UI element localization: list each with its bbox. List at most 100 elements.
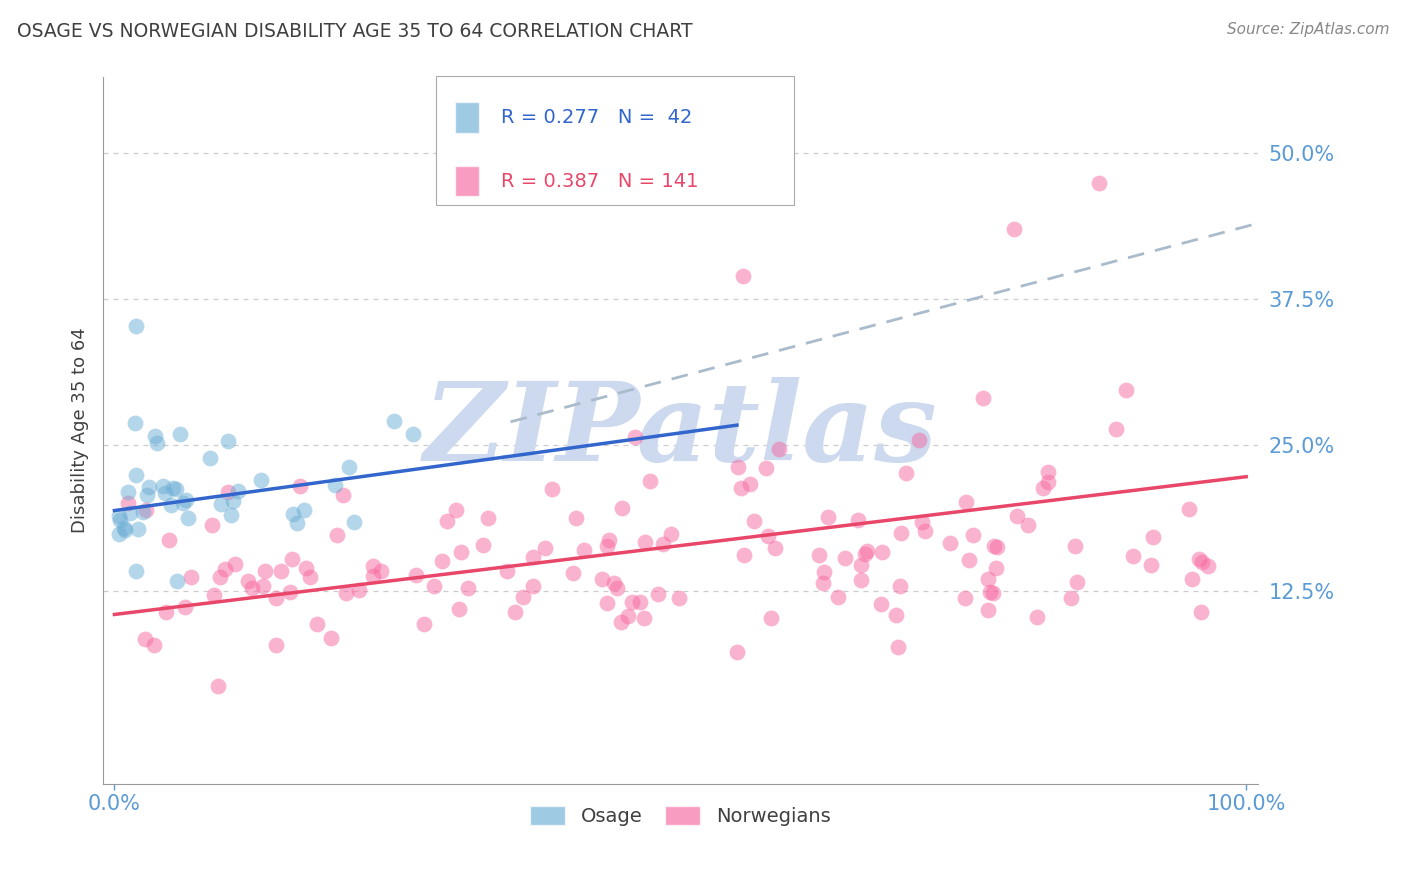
Point <box>281 552 304 566</box>
Point <box>1115 384 1137 398</box>
Point <box>628 595 651 609</box>
Point <box>668 591 690 605</box>
Point <box>495 564 517 578</box>
Point <box>512 590 534 604</box>
Point <box>1026 610 1049 624</box>
Point <box>979 585 1001 599</box>
Point <box>1007 509 1029 524</box>
Point <box>851 558 873 572</box>
Point <box>981 585 1004 599</box>
Point <box>174 600 197 615</box>
Point <box>335 585 357 599</box>
Point <box>217 485 239 500</box>
Point <box>382 414 405 428</box>
Point <box>849 573 872 587</box>
Point <box>886 640 908 655</box>
Point <box>955 495 977 509</box>
Point <box>624 430 647 444</box>
Point <box>939 536 962 550</box>
Point <box>402 427 425 442</box>
Point <box>343 515 366 529</box>
Point <box>361 558 384 573</box>
Point <box>198 450 221 465</box>
Point <box>596 596 619 610</box>
Point <box>1142 530 1164 544</box>
Point <box>112 521 135 535</box>
Point <box>813 566 835 580</box>
Point <box>332 488 354 502</box>
Point <box>172 496 194 510</box>
Point <box>1038 465 1060 479</box>
Point <box>430 553 453 567</box>
Point <box>134 632 156 646</box>
Point <box>127 522 149 536</box>
Point <box>176 510 198 524</box>
Point <box>617 608 640 623</box>
Point <box>207 679 229 693</box>
Point <box>108 526 131 541</box>
Point <box>252 579 274 593</box>
Point <box>856 544 879 558</box>
Point <box>596 539 619 553</box>
Point <box>117 496 139 510</box>
Point <box>224 557 246 571</box>
Point <box>1017 517 1039 532</box>
Point <box>740 477 762 491</box>
Point <box>811 576 834 591</box>
Point <box>972 391 994 405</box>
Point <box>1191 555 1213 569</box>
Point <box>249 473 271 487</box>
Point <box>169 426 191 441</box>
Point <box>120 506 142 520</box>
Point <box>363 569 385 583</box>
Point <box>155 605 177 619</box>
Point <box>756 529 779 543</box>
Y-axis label: Disability Age 35 to 64: Disability Age 35 to 64 <box>72 327 89 533</box>
Point <box>986 540 1008 554</box>
Point <box>136 487 159 501</box>
Point <box>125 564 148 578</box>
Point <box>217 434 239 449</box>
Point <box>908 433 931 447</box>
Point <box>962 528 984 542</box>
Point <box>634 534 657 549</box>
Point <box>370 565 392 579</box>
Point <box>977 572 1000 586</box>
Point <box>727 460 749 475</box>
Point <box>270 564 292 578</box>
Point <box>911 515 934 529</box>
Point <box>281 507 304 521</box>
Point <box>889 579 911 593</box>
Point <box>1060 591 1083 606</box>
Point <box>853 547 876 561</box>
Point <box>108 508 131 523</box>
Point <box>763 541 786 556</box>
Point <box>742 514 765 528</box>
Point <box>1066 574 1088 589</box>
Point <box>522 579 544 593</box>
Point <box>125 467 148 482</box>
Point <box>572 543 595 558</box>
Point <box>1188 552 1211 566</box>
Point <box>890 526 912 541</box>
Point <box>174 493 197 508</box>
Text: R = 0.387   N = 141: R = 0.387 N = 141 <box>501 171 697 191</box>
Point <box>321 631 343 645</box>
Point <box>423 579 446 593</box>
Point <box>957 553 980 567</box>
Point <box>444 503 467 517</box>
Point <box>278 584 301 599</box>
Point <box>405 568 427 582</box>
Point <box>159 499 181 513</box>
Point <box>323 478 346 492</box>
Point <box>730 481 752 495</box>
Point <box>157 533 180 547</box>
Point <box>768 442 790 457</box>
Point <box>896 466 918 480</box>
Point <box>124 318 146 333</box>
Point <box>166 574 188 588</box>
Point <box>307 617 329 632</box>
Point <box>209 570 232 584</box>
Point <box>209 497 232 511</box>
Point <box>1181 572 1204 586</box>
